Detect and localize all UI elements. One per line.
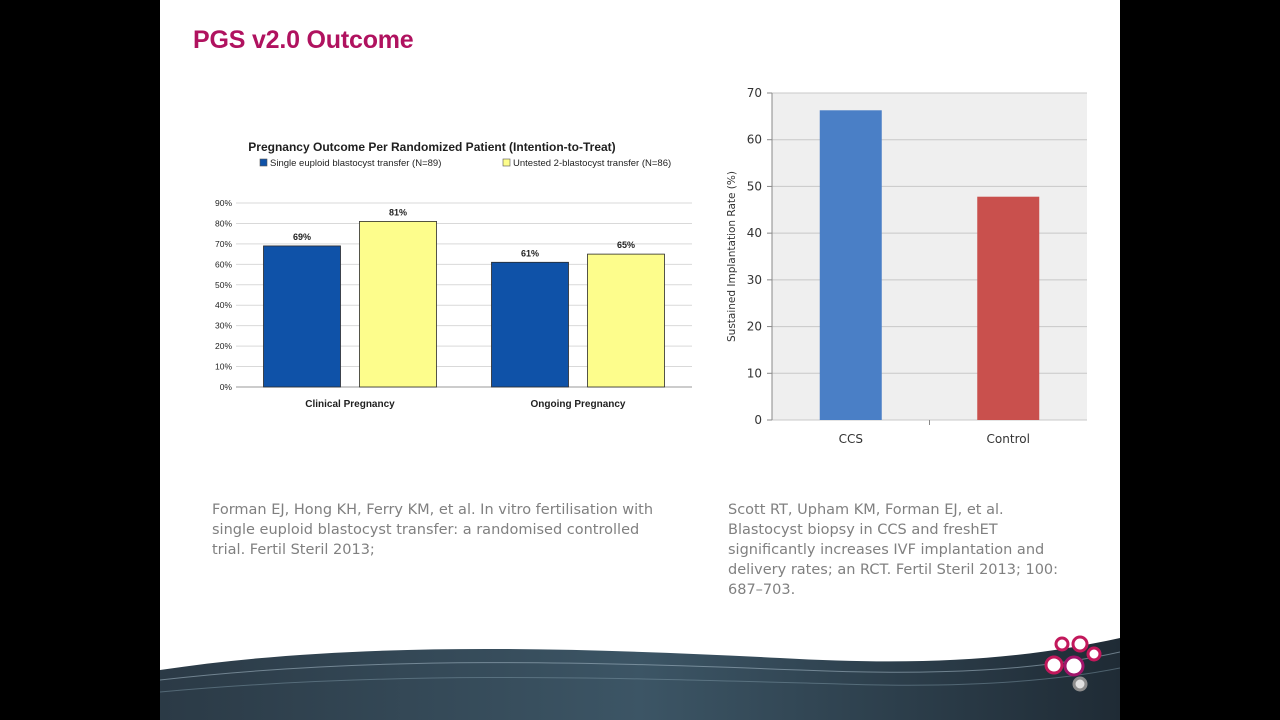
- y-tick-label: 70: [747, 86, 762, 100]
- bar: [977, 196, 1040, 420]
- plot-area: [772, 93, 1087, 420]
- bar: [491, 261, 569, 388]
- slide-title: PGS v2.0 Outcome: [193, 26, 414, 54]
- reference-line: 687–703.: [728, 582, 796, 598]
- bar: [263, 245, 341, 388]
- y-tick-label: 70%: [215, 239, 232, 249]
- bar: [359, 221, 437, 388]
- legend-label: Single euploid blastocyst transfer (N=89…: [270, 158, 441, 169]
- data-label: 81%: [389, 207, 407, 217]
- chart1-title: Pregnancy Outcome Per Randomized Patient…: [248, 140, 615, 154]
- y-tick-label: 60%: [215, 259, 232, 269]
- x-category-label: Ongoing Pregnancy: [530, 399, 625, 410]
- pregnancy-outcome-chart: Pregnancy Outcome Per Randomized Patient…: [202, 123, 698, 415]
- y-tick-label: 20: [747, 320, 762, 334]
- y-tick-label: 10%: [215, 362, 232, 372]
- y-axis-label: Sustained Implantation Rate (%): [726, 171, 738, 342]
- y-tick-label: 80%: [215, 218, 232, 228]
- y-tick-label: 30%: [215, 321, 232, 331]
- y-tick-label: 50: [747, 179, 762, 193]
- footer-wave-decoration: [160, 638, 1120, 720]
- slide: PGS v2.0 Outcome Pregnancy Outcome Per R…: [160, 0, 1120, 720]
- reference-line: significantly increases IVF implantation…: [728, 542, 1045, 558]
- y-tick-label: 20%: [215, 341, 232, 351]
- y-tick-label: 60: [747, 133, 762, 147]
- reference-line: Blastocyst biopsy in CCS and freshET: [728, 522, 998, 538]
- legend-swatch: [502, 158, 511, 167]
- y-tick-label: 10: [747, 366, 762, 380]
- legend-swatch: [259, 158, 268, 167]
- y-tick-label: 50%: [215, 280, 232, 290]
- bar: [819, 110, 882, 420]
- data-label: 65%: [617, 240, 635, 250]
- y-tick-label: 40%: [215, 300, 232, 310]
- legend-label: Untested 2-blastocyst transfer (N=86): [513, 158, 671, 169]
- implantation-rate-chart: 0 10 20 30 40 50 60 70 CCS Control Sustained Impla…: [726, 86, 1087, 446]
- y-tick-label: 40: [747, 226, 762, 240]
- y-tick-label: 30: [747, 273, 762, 287]
- bar: [587, 253, 665, 388]
- y-tick-label: 0%: [220, 382, 233, 392]
- data-label: 61%: [521, 248, 539, 258]
- data-label: 69%: [293, 232, 311, 242]
- reference-line: Forman EJ, Hong KH, Ferry KM, et al. In …: [212, 502, 654, 518]
- reference-line: single euploid blastocyst transfer: a ra…: [212, 522, 640, 538]
- x-category-label: CCS: [839, 432, 863, 446]
- y-tick-label: 90%: [215, 198, 232, 208]
- reference-line: delivery rates; an RCT. Fertil Steril 20…: [728, 562, 1059, 578]
- molecule-logo-icon: [1044, 635, 1102, 692]
- reference-line: Scott RT, Upham KM, Forman EJ, et al.: [728, 502, 1004, 518]
- x-category-label: Control: [987, 432, 1030, 446]
- y-tick-label: 0: [754, 413, 762, 427]
- x-category-label: Clinical Pregnancy: [305, 399, 395, 410]
- reference-scott: Scott RT, Upham KM, Forman EJ, et al. Bla…: [728, 500, 1068, 600]
- reference-forman: Forman EJ, Hong KH, Ferry KM, et al. In …: [212, 500, 692, 560]
- reference-line: trial. Fertil Steril 2013;: [212, 542, 375, 558]
